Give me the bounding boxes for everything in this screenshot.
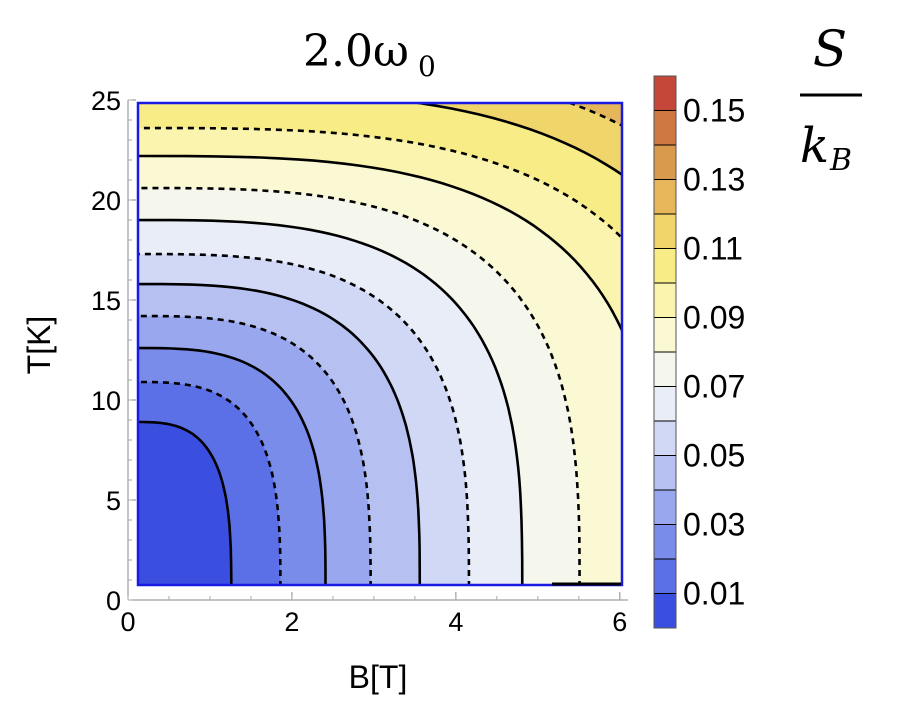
y-tick-label: 20 [91, 186, 121, 216]
contour-line [138, 186, 581, 585]
colorbar-band [654, 214, 676, 249]
y-axis-label: T[K] [21, 316, 57, 375]
chart-title: 2.0ω [303, 26, 409, 77]
y-ticks: 0 5 10 15 20 25 [91, 86, 136, 616]
colorbar-band [654, 179, 676, 214]
y-tick-label: 10 [91, 386, 121, 416]
colorbar [654, 76, 676, 628]
x-ticks: 0 2 4 6 [120, 592, 627, 637]
colorbar-band [654, 524, 676, 559]
x-tick-label: 0 [120, 607, 135, 637]
colorbar-band [654, 559, 676, 594]
x-axis-label: B[T] [349, 659, 408, 695]
colorbar-frame [653, 75, 677, 629]
y-tick-label: 5 [106, 486, 121, 516]
x-tick-label: 6 [612, 607, 627, 637]
colorbar-tick-label: 0.09 [683, 300, 745, 336]
colorbar-band [654, 76, 676, 111]
colorbar-tick-label: 0.01 [683, 576, 745, 612]
y-tick-label: 25 [91, 86, 121, 116]
colorbar-band [654, 317, 676, 352]
colorbar-band [654, 386, 676, 421]
contour-line [138, 380, 282, 585]
colorbar-tick-label: 0.05 [683, 438, 745, 474]
contour-line [138, 282, 422, 585]
contour-line [138, 126, 622, 240]
colorbar-tick-label: 0.13 [683, 162, 745, 198]
colorbar-label-denominator: k [800, 118, 829, 174]
colorbar-band [654, 421, 676, 456]
contour-line [138, 252, 471, 585]
contour-line [138, 154, 622, 334]
colorbar-tick-label: 0.03 [683, 507, 745, 543]
colorbar-band [654, 352, 676, 387]
contour-line [138, 218, 524, 585]
colorbar-ticks: 0.01 0.03 0.05 0.07 0.09 0.11 0.13 0.15 [670, 93, 745, 612]
chart-title-subscript: 0 [418, 50, 436, 83]
contour-line [138, 420, 233, 585]
x-tick-label: 4 [448, 607, 463, 637]
colorbar-band [654, 248, 676, 283]
colorbar-tick-label: 0.11 [683, 231, 743, 267]
plot-frame [136, 101, 624, 587]
contour-lines [138, 103, 622, 585]
colorbar-band [654, 110, 676, 145]
x-tick-label: 2 [284, 607, 299, 637]
colorbar-label-denominator-subscript: B [829, 143, 852, 178]
contour-line [138, 346, 327, 585]
colorbar-label-numerator: S [813, 20, 847, 78]
colorbar-band [654, 490, 676, 525]
colorbar-band [654, 283, 676, 318]
colorbar-tick-label: 0.07 [683, 369, 745, 405]
band-fill [138, 422, 232, 585]
y-tick-label: 15 [91, 286, 121, 316]
colorbar-tick-label: 0.15 [683, 93, 745, 129]
y-tick-label: 0 [106, 586, 121, 616]
colorbar-band [654, 145, 676, 180]
colorbar-band [654, 593, 676, 628]
contour-line [138, 314, 372, 585]
colorbar-band [654, 455, 676, 490]
